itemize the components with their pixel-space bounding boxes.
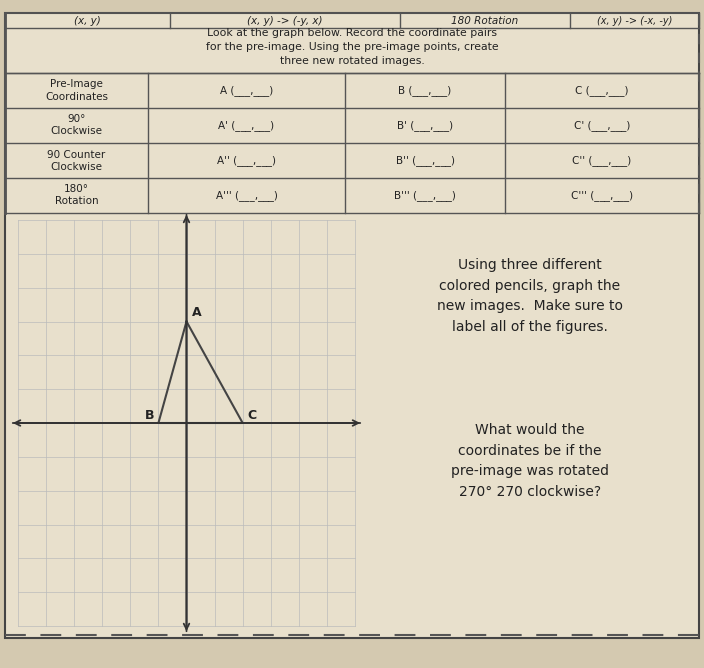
Text: C (___,___): C (___,___) xyxy=(575,85,629,96)
Text: (x, y): (x, y) xyxy=(74,15,101,25)
Text: Clockwise: Clockwise xyxy=(51,162,103,172)
Text: A: A xyxy=(191,307,201,319)
Text: 180°: 180° xyxy=(64,184,89,194)
Text: B''' (___,___): B''' (___,___) xyxy=(394,190,456,201)
Text: 180 Rotation: 180 Rotation xyxy=(451,15,519,25)
Text: C' (___,___): C' (___,___) xyxy=(574,120,630,131)
Text: (x, y) -> (-y, x): (x, y) -> (-y, x) xyxy=(247,15,322,25)
Text: C'' (___,___): C'' (___,___) xyxy=(572,155,631,166)
Text: B' (___,___): B' (___,___) xyxy=(397,120,453,131)
Text: A'' (___,___): A'' (___,___) xyxy=(217,155,276,166)
Text: B'' (___,___): B'' (___,___) xyxy=(396,155,455,166)
Text: A (___,___): A (___,___) xyxy=(220,85,273,96)
Text: Look at the graph below. Record the coordinate pairs
for the pre-image. Using th: Look at the graph below. Record the coor… xyxy=(206,29,498,67)
Text: 90°: 90° xyxy=(68,114,86,124)
Text: Rotation: Rotation xyxy=(55,196,99,206)
Text: Pre-Image
Coordinates: Pre-Image Coordinates xyxy=(45,79,108,102)
Text: Using three different
colored pencils, graph the
new images.  Make sure to
label: Using three different colored pencils, g… xyxy=(437,258,623,334)
Text: B: B xyxy=(144,409,154,422)
Text: What would the
coordinates be if the
pre-image was rotated
270° 270 clockwise?: What would the coordinates be if the pre… xyxy=(451,423,609,499)
FancyBboxPatch shape xyxy=(5,13,699,638)
Text: A''' (___,___): A''' (___,___) xyxy=(215,190,277,201)
Text: 90 Counter: 90 Counter xyxy=(47,150,106,160)
Text: C: C xyxy=(248,409,257,422)
Text: Clockwise: Clockwise xyxy=(51,126,103,136)
Text: B (___,___): B (___,___) xyxy=(398,85,452,96)
Text: C''' (___,___): C''' (___,___) xyxy=(571,190,633,201)
Text: A' (___,___): A' (___,___) xyxy=(218,120,275,131)
Text: (x, y) -> (-x, -y): (x, y) -> (-x, -y) xyxy=(597,15,672,25)
